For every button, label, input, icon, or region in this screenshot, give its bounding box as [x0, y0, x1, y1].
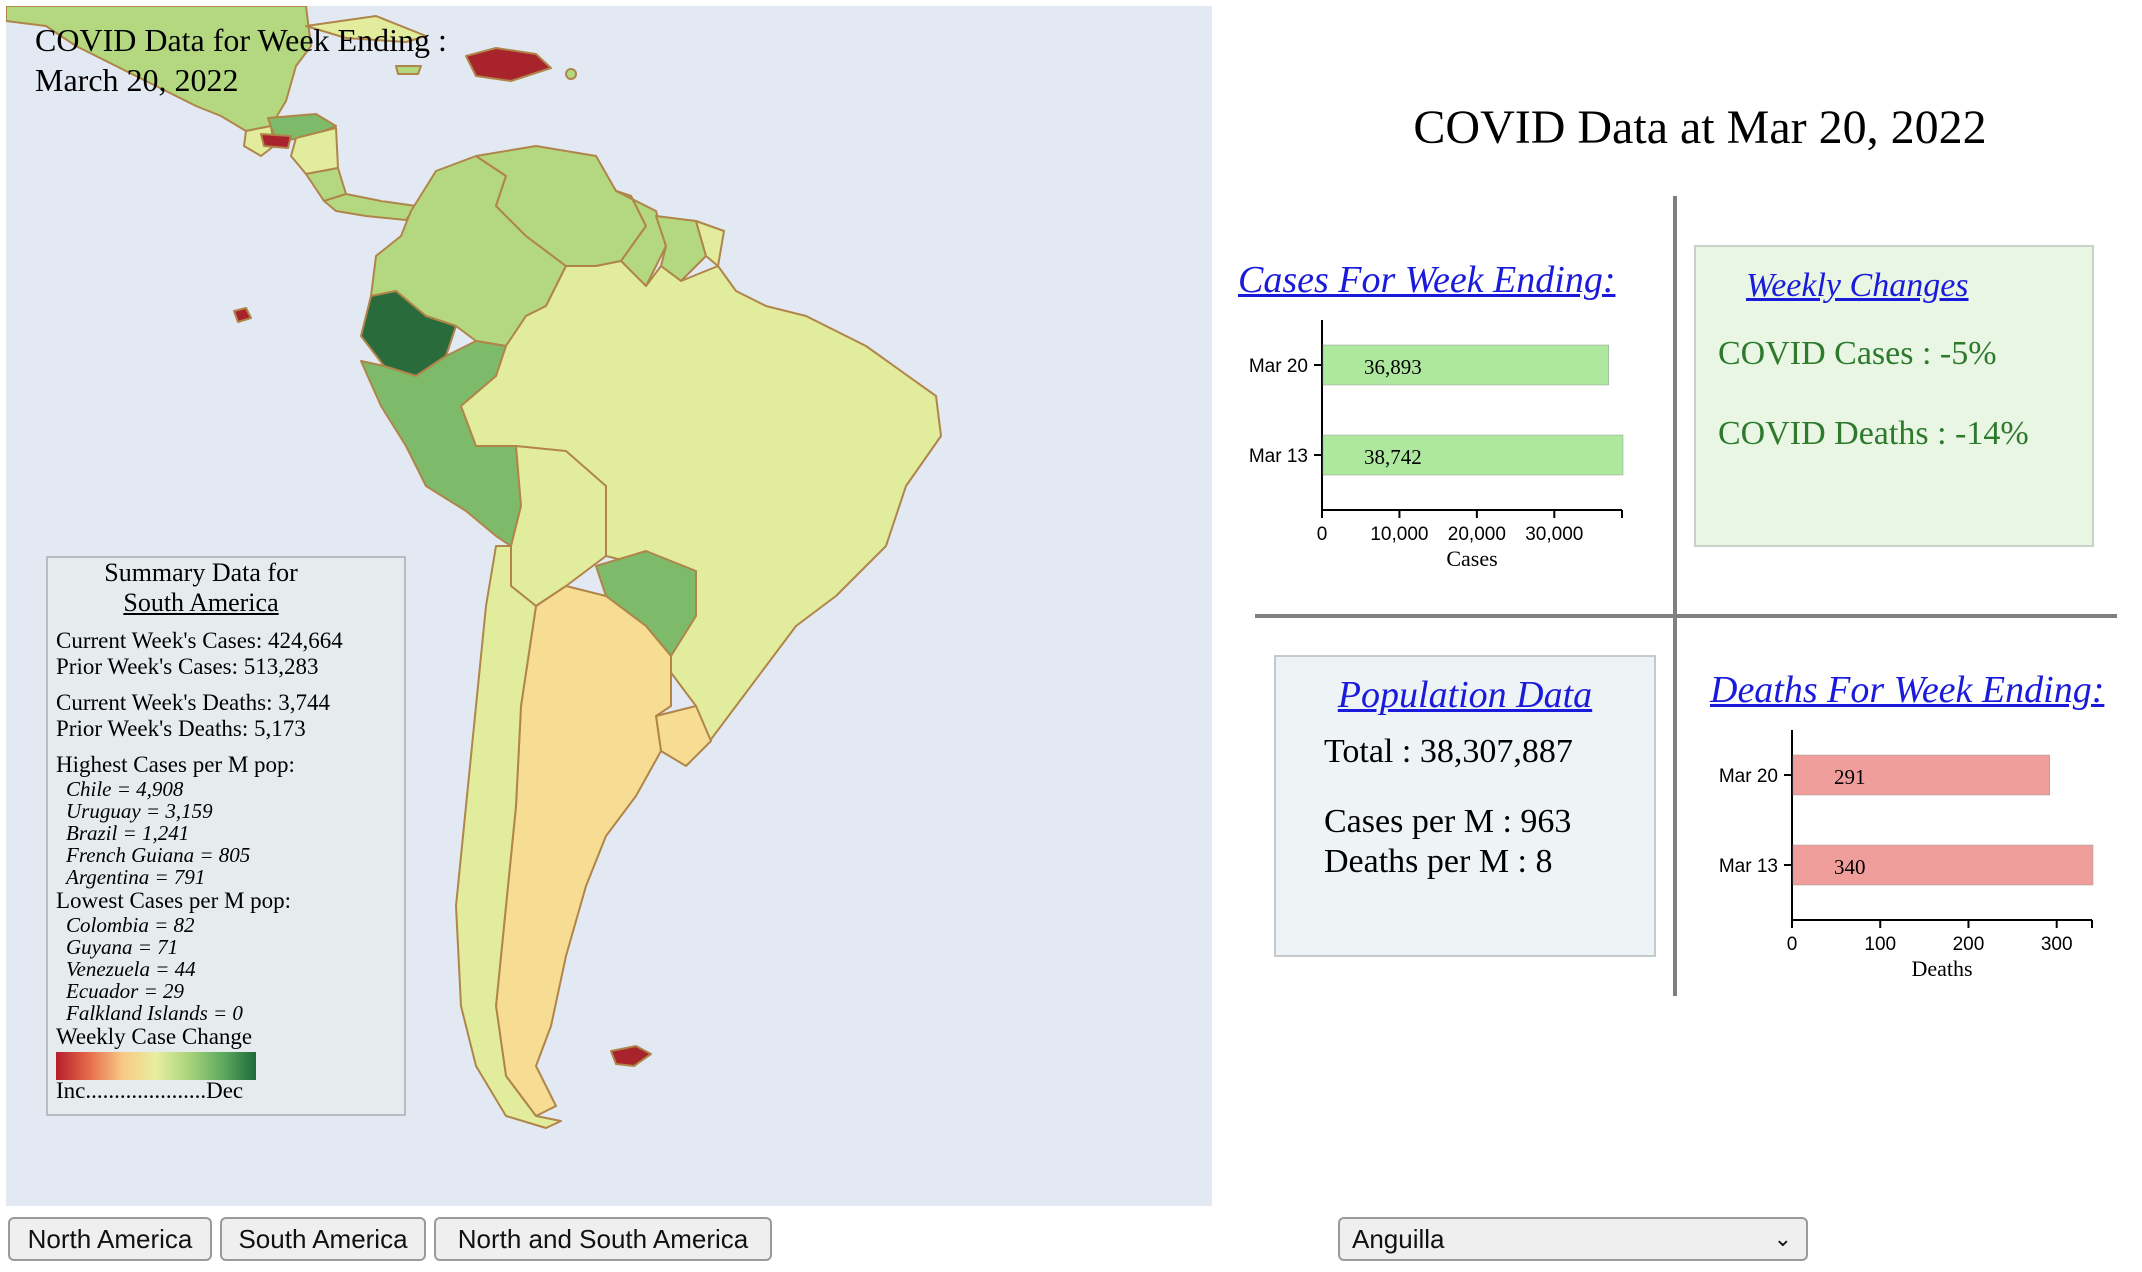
cases-value-label: 36,893: [1364, 355, 1422, 379]
map-mexico[interactable]: [6, 6, 312, 132]
deaths-x-tick-label: 100: [1864, 934, 1896, 955]
deaths-x-tick-label: 0: [1787, 934, 1798, 955]
cases-x-tick-label: 10,000: [1370, 524, 1428, 545]
deaths-x-axis-label: Deaths: [1911, 956, 1972, 981]
north-america-button[interactable]: North America: [8, 1217, 212, 1261]
lowest-item: Venezuela = 44: [66, 957, 196, 981]
map-puerto-rico[interactable]: [565, 68, 577, 80]
cases-per-million: Cases per M : 963: [1324, 803, 1572, 840]
cases-heading-link[interactable]: Cases For Week Ending:: [1238, 259, 1616, 301]
highest-item: French Guiana = 805: [66, 843, 251, 867]
map-chile[interactable]: [455, 545, 562, 1129]
cases-x-tick-label: 0: [1317, 524, 1328, 545]
map-falkland-islands[interactable]: [610, 1045, 652, 1067]
country-select[interactable]: Anguilla ⌄: [1338, 1217, 1808, 1261]
lowest-item: Colombia = 82: [66, 913, 195, 937]
population-box: Population Data Total : 38,307,887 Cases…: [1274, 655, 1656, 957]
legend-gradient-bar: [56, 1052, 256, 1080]
highest-item: Argentina = 791: [66, 865, 206, 889]
summary-region: South America: [123, 588, 279, 617]
cases-value-label: 38,742: [1364, 445, 1422, 469]
map-panel[interactable]: COVID Data for Week Ending : March 20, 2…: [6, 6, 1212, 1206]
summary-box: Summary Data for South America Current W…: [46, 556, 406, 1116]
south-america-button[interactable]: South America: [220, 1217, 426, 1261]
deaths-per-million: Deaths per M : 8: [1324, 843, 1553, 880]
deaths-category-label: Mar 20: [1719, 766, 1778, 787]
deaths-x-tick-label: 300: [2041, 934, 2073, 955]
divider-horizontal: [1255, 614, 2117, 618]
highest-item: Uruguay = 3,159: [66, 799, 213, 823]
deaths-value-label: 291: [1834, 765, 1866, 789]
lowest-item: Ecuador = 29: [66, 979, 184, 1003]
current-week-cases: Current Week's Cases: 424,664: [56, 628, 343, 653]
cases-x-axis-label: Cases: [1446, 546, 1497, 571]
north-and-south-america-button[interactable]: North and South America: [434, 1217, 772, 1261]
deaths-bar: [1792, 754, 2051, 796]
weekly-cases-change: COVID Cases : -5%: [1718, 335, 1997, 372]
legend-title: Weekly Case Change: [56, 1024, 253, 1049]
lowest-item: Guyana = 71: [66, 935, 179, 959]
cases-bar: [1322, 434, 1624, 476]
current-week-deaths: Current Week's Deaths: 3,744: [56, 690, 330, 715]
deaths-category-label: Mar 13: [1719, 856, 1778, 877]
country-select-value: Anguilla: [1352, 1224, 1445, 1254]
map-cuba[interactable]: [305, 15, 427, 43]
cases-category-label: Mar 20: [1249, 356, 1308, 377]
deaths-bar-chart: Mar 20 291 Mar 13 340 0 100 200 300 Deaths: [1719, 730, 2094, 981]
summary-title: Summary Data for South America: [56, 558, 346, 618]
lowest-item: Falkland Islands = 0: [66, 1001, 243, 1025]
cases-bar: [1322, 344, 1609, 386]
highest-cases-label: Highest Cases per M pop:: [56, 752, 295, 777]
map-title-line1: COVID Data for Week Ending :: [35, 22, 447, 58]
weekly-changes-title[interactable]: Weekly Changes: [1746, 267, 1969, 304]
deaths-x-tick-label: 200: [1953, 934, 1985, 955]
summary-title-text: Summary Data for: [104, 558, 298, 587]
population-title[interactable]: Population Data: [1337, 674, 1593, 716]
map-hispaniola[interactable]: [465, 47, 552, 82]
south-america-map[interactable]: [6, 6, 1212, 1206]
lowest-cases-label: Lowest Cases per M pop:: [56, 888, 292, 913]
chevron-down-icon: ⌄: [1773, 1226, 1792, 1251]
map-panama[interactable]: [323, 193, 417, 221]
map-el-salvador[interactable]: [260, 133, 292, 149]
weekly-deaths-change: COVID Deaths : -14%: [1718, 415, 2029, 452]
map-jamaica[interactable]: [395, 65, 422, 75]
map-galapagos[interactable]: [233, 307, 252, 323]
cases-bar-chart: Mar 20 36,893 Mar 13 38,742 0 10,000 20,000 30,…: [1249, 320, 1624, 571]
highest-item: Chile = 4,908: [66, 777, 184, 801]
deaths-value-label: 340: [1834, 855, 1866, 879]
weekly-changes-box: Weekly Changes COVID Cases : -5% COVID D…: [1694, 245, 2094, 547]
prior-week-deaths: Prior Week's Deaths: 5,173: [56, 716, 306, 741]
prior-week-cases: Prior Week's Cases: 513,283: [56, 654, 319, 679]
map-title: COVID Data for Week Ending : March 20, 2…: [35, 20, 447, 100]
map-title-line2: March 20, 2022: [35, 62, 239, 98]
cases-x-tick-label: 30,000: [1525, 524, 1583, 545]
divider-vertical: [1673, 196, 1677, 996]
cases-x-tick-label: 20,000: [1448, 524, 1506, 545]
population-total: Total : 38,307,887: [1324, 733, 1573, 770]
deaths-bar: [1792, 844, 2094, 886]
cases-category-label: Mar 13: [1249, 446, 1308, 467]
deaths-heading-link[interactable]: Deaths For Week Ending:: [1710, 669, 2105, 711]
legend-ends: Inc.....................Dec: [56, 1078, 244, 1103]
main-title: COVID Data at Mar 20, 2022: [1413, 101, 1987, 154]
highest-item: Brazil = 1,241: [66, 821, 190, 845]
